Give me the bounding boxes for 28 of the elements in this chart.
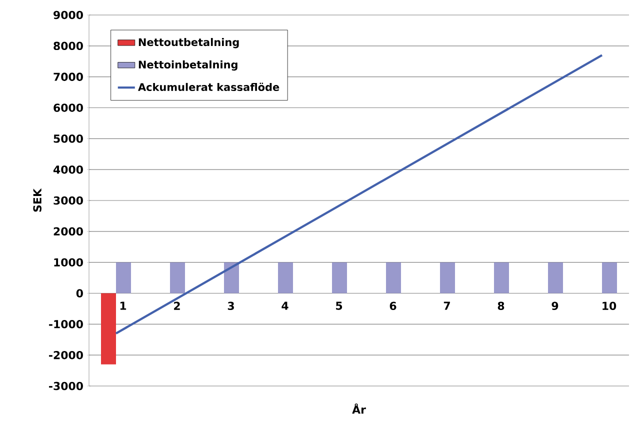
y-tick-label: 8000 — [54, 42, 83, 50]
x-tick-label: 4 — [282, 302, 288, 310]
y-tick-label: -2000 — [49, 350, 83, 360]
x-tick-label: 8 — [498, 302, 504, 310]
x-tick-label: 1 — [120, 302, 126, 310]
x-tick-label: 6 — [390, 302, 396, 310]
y-tick-label: 5000 — [54, 134, 83, 143]
y-tick-label: 0 — [76, 289, 83, 298]
y-tick-label: 2000 — [54, 227, 83, 236]
y-tick-label: -3000 — [49, 382, 83, 390]
legend-label: Nettoinbetalning — [138, 60, 238, 71]
y-tick-label: 3000 — [54, 196, 83, 205]
y-tick-label: 7000 — [54, 72, 83, 81]
y-axis-title: SEK — [33, 188, 42, 212]
x-axis-title: År — [352, 403, 366, 414]
y-tick-label: 6000 — [54, 104, 83, 112]
x-tick-label: 5 — [336, 302, 342, 310]
x-tick-label: 2 — [174, 302, 180, 310]
y-tick-label: 4000 — [53, 165, 83, 174]
y-tick-label: -1000 — [49, 320, 83, 328]
legend-label: Ackumulerat kassaflöde — [138, 82, 280, 92]
legend-label: Nettoutbetalning — [138, 38, 239, 48]
x-tick-label: 7 — [444, 302, 450, 310]
x-tick-label: 3 — [228, 302, 234, 310]
x-tick-label: 9 — [552, 302, 558, 310]
x-tick-label: 10 — [602, 302, 616, 310]
y-tick-label: 9000 — [54, 10, 83, 20]
y-tick-label: 1000 — [54, 258, 83, 266]
